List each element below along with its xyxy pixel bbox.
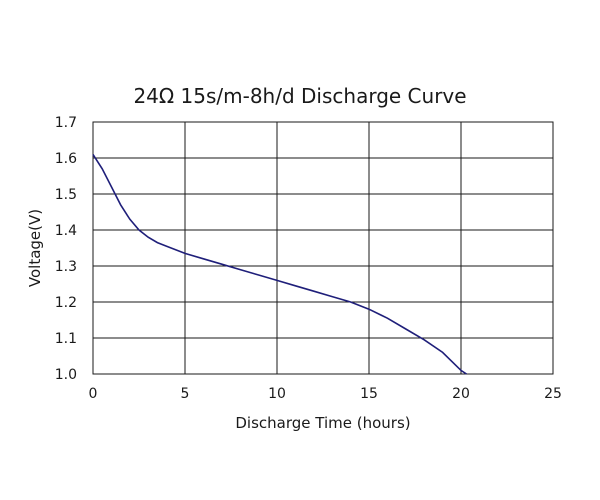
y-tick-label: 1.6 bbox=[55, 151, 77, 167]
x-axis-ticks: 0 5 10 15 20 25 bbox=[89, 386, 562, 402]
x-tick-label: 0 bbox=[89, 386, 98, 402]
voltage-series-line bbox=[92, 153, 467, 375]
plot-frame bbox=[92, 121, 554, 375]
y-tick-label: 1.1 bbox=[55, 331, 77, 347]
y-tick-label: 1.2 bbox=[55, 295, 77, 311]
y-axis-ticks: 1.0 1.1 1.2 1.3 1.4 1.5 1.6 1.7 bbox=[55, 115, 77, 383]
y-tick-label: 1.7 bbox=[55, 115, 77, 131]
x-axis-label: Discharge Time (hours) bbox=[235, 414, 410, 432]
x-tick-label: 10 bbox=[268, 386, 286, 402]
x-tick-label: 25 bbox=[544, 386, 562, 402]
x-tick-label: 5 bbox=[181, 386, 190, 402]
y-tick-label: 1.5 bbox=[55, 187, 77, 203]
chart-title: 24Ω 15s/m-8h/d Discharge Curve bbox=[133, 84, 467, 108]
y-axis-label: Voltage(V) bbox=[26, 209, 44, 287]
grid bbox=[92, 121, 554, 375]
y-tick-label: 1.3 bbox=[55, 259, 77, 275]
x-tick-label: 20 bbox=[452, 386, 470, 402]
y-tick-label: 1.0 bbox=[55, 367, 77, 383]
y-tick-label: 1.4 bbox=[55, 223, 77, 239]
x-tick-label: 15 bbox=[360, 386, 378, 402]
